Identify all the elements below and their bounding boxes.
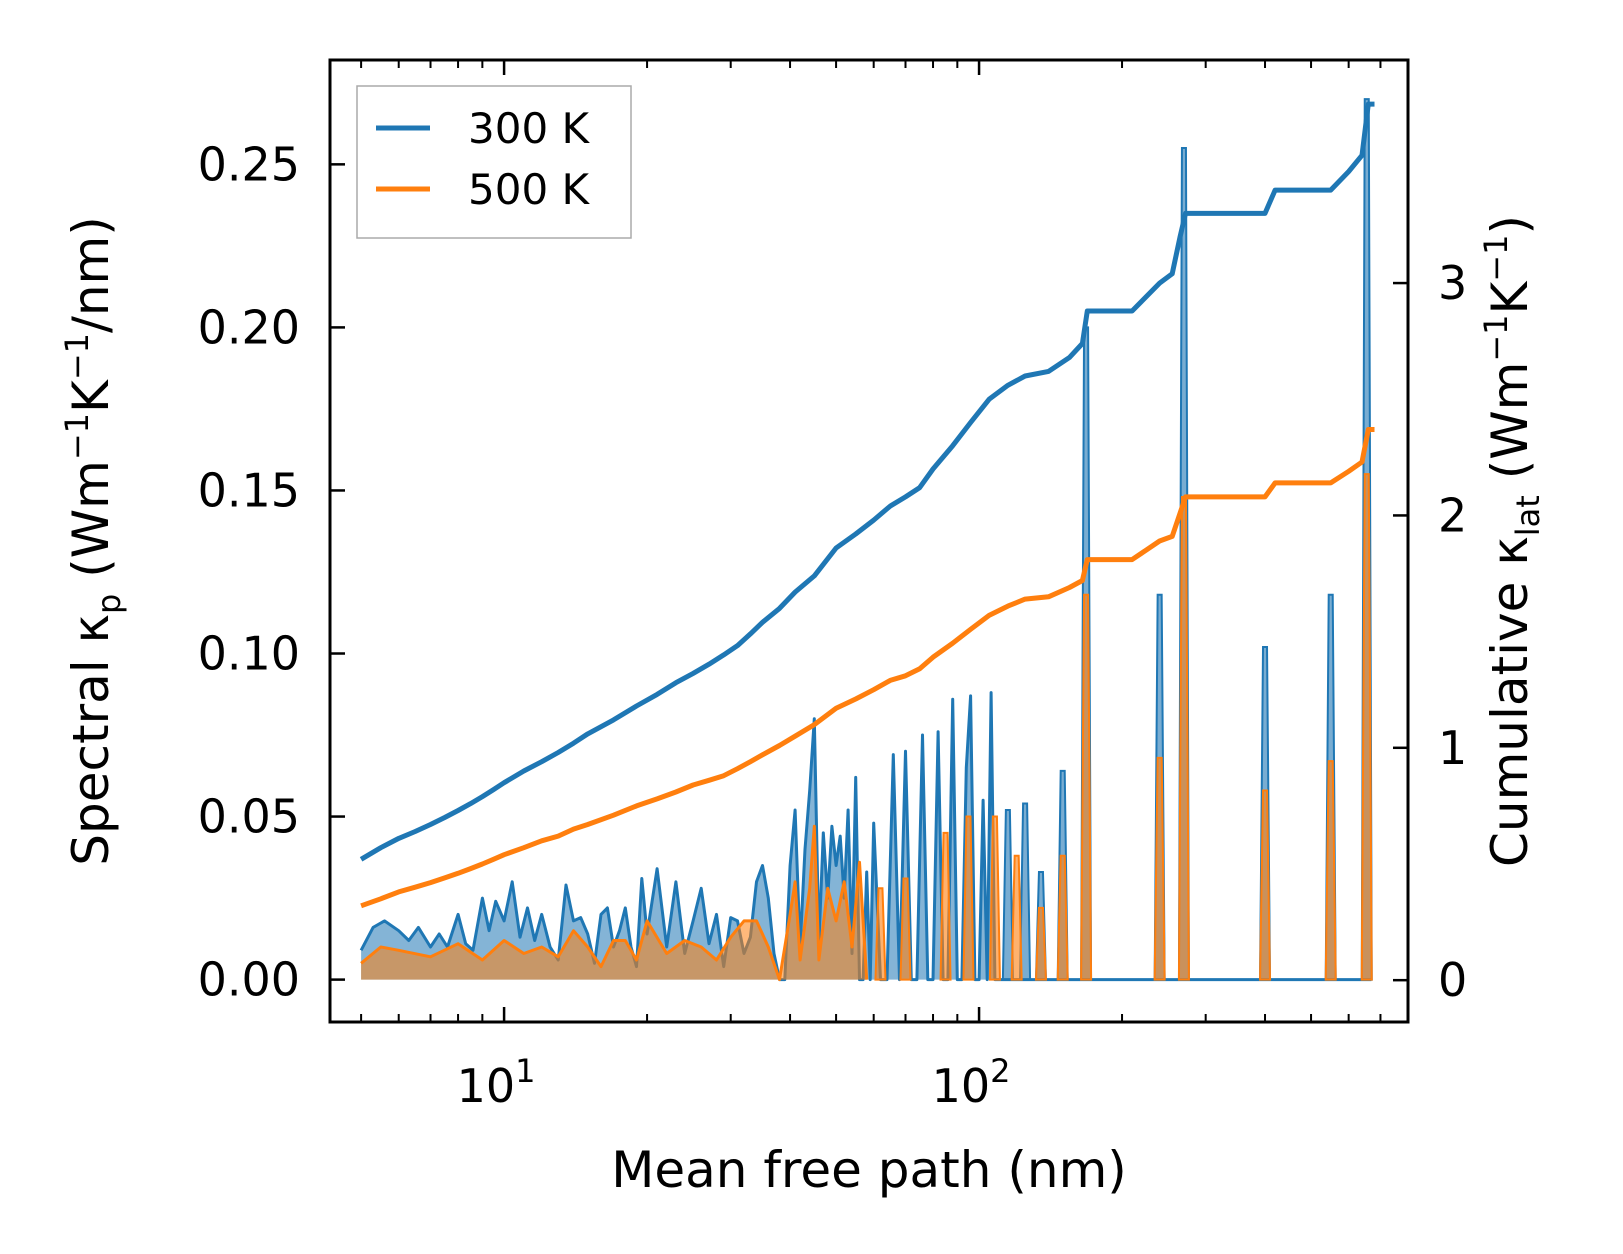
spectral-peak-500k bbox=[988, 815, 1001, 981]
y-right-tick-label: 1 bbox=[1438, 721, 1467, 775]
spectral-area-300k bbox=[361, 692, 1372, 980]
spectral-peak-300k bbox=[1019, 802, 1032, 981]
y-left-title-pre: Spectral κ bbox=[62, 614, 120, 866]
legend: 300 K 500 K bbox=[356, 85, 632, 239]
x-axis-title: Mean free path (nm) bbox=[611, 1141, 1127, 1199]
y-left-tick-label: 0.25 bbox=[198, 137, 300, 191]
y-left-axis-title: Spectral κp (Wm−1K−1/nm) bbox=[58, 216, 128, 866]
y-right-tick-label: 2 bbox=[1438, 488, 1467, 542]
x-tick-label: 101 bbox=[457, 1052, 536, 1113]
spectral-peak-500k bbox=[1360, 473, 1373, 981]
y-right-title-sup2: −1 bbox=[1477, 235, 1515, 282]
spectral-peak-500k bbox=[939, 831, 952, 981]
y-left-tick-label: 0.15 bbox=[198, 463, 300, 517]
spectral-peak-500k bbox=[1153, 756, 1166, 981]
spectral-peak-500k bbox=[899, 877, 912, 981]
spectral-peak-500k bbox=[1056, 854, 1069, 981]
spectral-peak-500k bbox=[1034, 906, 1048, 981]
spectral-peak-300k bbox=[1001, 809, 1014, 981]
y-left-title-post: /nm) bbox=[62, 216, 120, 333]
y-left-title-mid2: K bbox=[62, 379, 120, 413]
tick-labels: 101 102 0.00 0.05 0.10 0.15 0.20 0.25 0 1 2 3 bbox=[198, 137, 1468, 1113]
y-left-tick-label: 0.00 bbox=[198, 953, 300, 1007]
plot-frame bbox=[328, 58, 1410, 1024]
axis-ticks bbox=[330, 60, 1409, 1022]
y-right-title-post: ) bbox=[1481, 215, 1539, 235]
y-left-title-mid1: (Wm bbox=[62, 460, 120, 594]
series-lines bbox=[359, 101, 1375, 909]
y-left-title-sup2: −1 bbox=[58, 333, 96, 380]
spectral-line-500k bbox=[360, 824, 869, 982]
y-right-title-mid1: (Wm bbox=[1481, 362, 1539, 496]
legend-label-500k: 500 K bbox=[468, 165, 591, 214]
spectral-peak-500k bbox=[874, 887, 887, 981]
y-right-axis-title: Cumulative κlat (Wm−1K−1) bbox=[1477, 215, 1547, 867]
y-left-title-sub: p bbox=[90, 594, 128, 614]
spectral-peak-500k bbox=[1080, 593, 1093, 981]
spectral-peak-500k bbox=[1324, 760, 1337, 981]
y-right-tick-label: 0 bbox=[1438, 953, 1467, 1007]
legend-label-300k: 300 K bbox=[468, 104, 591, 153]
spectral-peak-500k bbox=[1010, 854, 1023, 981]
y-left-tick-label: 0.05 bbox=[198, 790, 300, 844]
cumulative-line-300k bbox=[359, 101, 1375, 862]
x-tick-label: 102 bbox=[932, 1052, 1011, 1113]
y-right-title-sup1: −1 bbox=[1477, 314, 1515, 361]
cumulative-line-500k bbox=[360, 427, 1375, 909]
spectral-fills bbox=[359, 98, 1373, 982]
y-left-tick-label: 0.10 bbox=[198, 627, 300, 681]
spectral-area-500k bbox=[361, 826, 867, 980]
y-left-title-sup1: −1 bbox=[58, 413, 96, 460]
y-left-tick-label: 0.20 bbox=[198, 300, 300, 354]
y-right-title-pre: Cumulative κ bbox=[1481, 536, 1539, 867]
y-right-tick-label: 3 bbox=[1438, 256, 1467, 310]
spectral-peak-500k bbox=[962, 815, 975, 981]
y-right-title-sub: lat bbox=[1509, 495, 1547, 536]
legend-box bbox=[356, 85, 632, 239]
y-right-title-mid2: K bbox=[1481, 280, 1539, 314]
spectral-peak-500k bbox=[1259, 789, 1272, 981]
spectral-line-300k bbox=[359, 691, 1372, 982]
